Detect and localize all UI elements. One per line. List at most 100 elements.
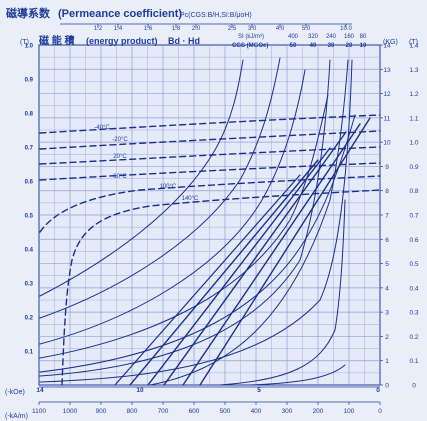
title-en: (Permeance coefficient)	[58, 8, 182, 20]
permeance-line-3	[39, 69, 306, 345]
right-axis-unit-t: (T)	[409, 39, 418, 46]
right-axis-kg-label: 14	[383, 43, 391, 50]
knee-curve-1	[219, 199, 346, 386]
right-axis-t-label: 0.1	[409, 358, 418, 365]
left-axis-tick-label: 0.5	[25, 214, 34, 220]
permeance-tick-label: 1.2	[94, 26, 103, 32]
steep-line-3	[163, 131, 347, 386]
permeance-line-1	[39, 114, 356, 373]
title-formula: Pc(CGS:B/H,SI:B/μoH)	[180, 12, 252, 19]
right-axis-kg-label: 0	[385, 383, 389, 390]
permeance-tick-label: 10.0	[340, 26, 352, 32]
temp-curve-20	[39, 146, 381, 165]
cgs-label: CGS (MGOe)	[232, 43, 268, 49]
kam-tick-label: 800	[127, 408, 138, 415]
kam-tick-label: 1100	[32, 408, 46, 415]
temperature-label: 20°C	[113, 154, 127, 160]
right-axis-t-label: 0.9	[409, 164, 418, 171]
bottom-unit-kam: (-kA/m)	[5, 413, 28, 420]
right-axis-t-label: 1.0	[409, 140, 418, 147]
right-axis-t-label: 0.2	[409, 334, 418, 341]
right-axis-t-label: 1.2	[409, 91, 418, 98]
right-axis-kg-label: 4	[385, 285, 389, 292]
energy-si-label: 400	[288, 34, 299, 40]
left-axis-tick-label: 1.0	[25, 44, 34, 50]
energy-cgs-label: 30	[328, 43, 335, 49]
right-axis-unit-kg: (KG)	[383, 39, 398, 46]
permeance-tick-label: 4.0	[276, 26, 285, 32]
energy-cgs-label: 50	[290, 43, 297, 49]
permeance-tick-label: 2.0	[192, 26, 201, 32]
right-axis-kg-label: 2	[385, 334, 389, 341]
temperature-label: 60°C	[113, 174, 127, 180]
temperature-label: -40°C	[94, 125, 110, 131]
right-axis-kg-label: 13	[383, 67, 391, 74]
right-axis-t-label: 0.3	[409, 310, 418, 317]
permeance-line-4	[39, 57, 281, 319]
temp-curve-60	[39, 162, 381, 181]
steep-line-6	[114, 174, 301, 386]
energy-si-label: 160	[344, 34, 355, 40]
subtitle-cjk: 磁 能 積	[39, 34, 76, 47]
right-axis-kg-label: 10	[383, 140, 391, 147]
kam-tick-label: 300	[282, 408, 293, 415]
temperature-label: 140°C	[182, 196, 199, 202]
temp-curve-m20	[39, 130, 381, 150]
temperature-label: 100°C	[160, 184, 177, 190]
energy-si-label: 320	[308, 34, 319, 40]
steep-line-2	[182, 123, 361, 386]
kam-tick-label: 200	[313, 408, 324, 415]
kam-tick-label: 400	[251, 408, 262, 415]
left-axis-tick-label: 0.6	[25, 180, 34, 186]
kam-tick-label: 700	[158, 408, 169, 415]
koe-tick-label: 5	[257, 387, 261, 394]
steep-line-4	[147, 147, 331, 386]
left-axis-tick-label: 0.3	[25, 282, 34, 288]
permeance-line-2	[39, 94, 329, 359]
right-axis-t-label: 0.5	[409, 261, 418, 268]
energy-cgs-label: 10	[360, 43, 367, 49]
right-axis-kg-label: 3	[385, 310, 389, 317]
right-axis-kg-label: 11	[384, 115, 391, 122]
energy-curve-1	[39, 59, 353, 383]
energy-curve-2	[39, 59, 331, 377]
right-axis-kg-label: 5	[385, 261, 389, 268]
temp-curve-m40	[39, 114, 381, 134]
left-axis-tick-label: 0.8	[25, 112, 34, 118]
permeance-tick-label: 2.5	[228, 26, 237, 32]
left-axis-unit: (T)	[20, 39, 29, 46]
energy-si-label: 240	[326, 34, 337, 40]
left-axis-tick-label: 0.1	[25, 350, 34, 356]
right-axis-kg-label: 9	[385, 164, 389, 171]
permeance-tick-label: 1.6	[144, 26, 153, 32]
permeance-tick-label: 5.0	[302, 26, 311, 32]
right-axis-kg-label: 12	[383, 91, 391, 98]
right-axis-kg-label: 8	[385, 188, 389, 195]
left-axis-tick-label: 0.4	[25, 248, 34, 254]
permeance-tick-label: 1.8	[172, 26, 181, 32]
temp-curve-100	[39, 175, 381, 233]
energy-curve-3	[149, 59, 349, 386]
kam-tick-label: 500	[220, 408, 231, 415]
koe-tick-label: 0	[376, 387, 380, 394]
right-axis-kg-label: 1	[385, 358, 389, 365]
right-axis-t-label: 0.4	[409, 285, 418, 292]
steep-line-1	[199, 117, 371, 386]
right-axis-t-label: 0	[412, 383, 416, 390]
permeance-line-5	[39, 59, 244, 297]
kam-tick-label: 1000	[63, 408, 78, 415]
permeance-tick-label: 1.4	[114, 26, 123, 32]
si-label: SI (kJ/m³)	[238, 34, 264, 40]
energy-cgs-label: 40	[310, 43, 317, 49]
steep-line-5	[129, 159, 319, 386]
temperature-label: -20°C	[112, 137, 128, 143]
temp-curve-140	[61, 189, 381, 386]
knee-curve-2	[249, 364, 346, 386]
koe-tick-label: 10	[136, 387, 144, 394]
koe-tick-label: 14	[36, 387, 44, 394]
energy-cgs-label: 20	[346, 43, 353, 49]
right-axis-t-label: 1.4	[409, 43, 418, 50]
